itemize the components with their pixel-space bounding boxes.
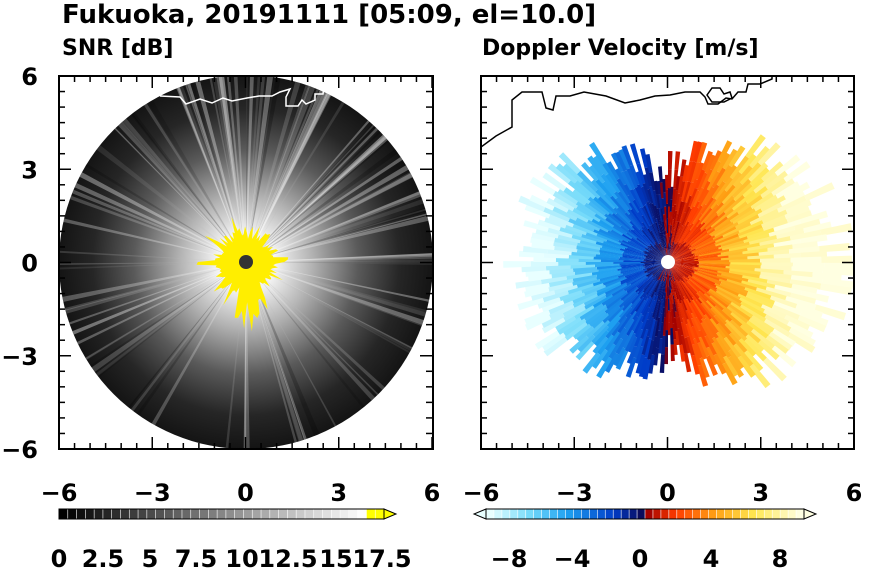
colorbar-tick-label: 5	[142, 545, 159, 570]
colorbar-tick-label: 2.5	[82, 545, 125, 570]
doppler-axis-ticks	[480, 75, 855, 450]
x-tick-label: −3	[134, 479, 171, 507]
snr-radar-center	[239, 255, 253, 269]
snr-high-echo-region	[196, 216, 289, 332]
snr-rays	[59, 76, 433, 449]
x-tick-label: −6	[41, 479, 78, 507]
colorbar-tick-label: −4	[554, 545, 591, 570]
snr-panel: −6 −3 0 3 6 6 3 0 −3 −6	[1, 63, 440, 507]
y-tick-label: 3	[21, 156, 38, 184]
doppler-axis-labels: −6 −3 0 3 6	[463, 479, 863, 507]
snr-colorbar: 0 2.5 5 7.5 10 12.5 15 17.5	[51, 508, 412, 570]
colorbar-tick-label: 7.5	[175, 545, 218, 570]
colorbar-tick-label: −8	[491, 545, 528, 570]
doppler-panel-title: Doppler Velocity [m/s]	[482, 36, 759, 61]
x-tick-label: 0	[237, 479, 254, 507]
colorbar-tick-label: 8	[772, 545, 789, 570]
x-tick-label: 6	[424, 479, 441, 507]
doppler-rays	[503, 134, 854, 389]
colorbar-tick-label: 15	[319, 545, 352, 570]
snr-axis-ticks	[58, 75, 433, 450]
y-tick-label: −3	[1, 343, 38, 371]
y-tick-label: −6	[1, 436, 38, 464]
x-tick-label: −3	[556, 479, 593, 507]
figure-title: Fukuoka, 20191111 [05:09, el=10.0]	[62, 0, 597, 30]
colorbar-tick-label: 12.5	[258, 545, 317, 570]
colorbar-tick-label: 0	[51, 545, 68, 570]
x-tick-label: 0	[659, 479, 676, 507]
colorbar-tick-label: 4	[703, 545, 720, 570]
x-tick-label: 3	[752, 479, 769, 507]
y-tick-label: 0	[21, 250, 38, 278]
doppler-island	[706, 87, 733, 103]
y-tick-label: 6	[21, 63, 38, 91]
snr-coastline	[159, 85, 334, 107]
colorbar-tick-label: 17.5	[352, 545, 411, 570]
snr-axis-labels: −6 −3 0 3 6 6 3 0 −3 −6	[1, 63, 440, 507]
x-tick-label: 6	[846, 479, 863, 507]
x-tick-label: −6	[463, 479, 500, 507]
doppler-colorbar: −8 −4 0 4 8	[472, 508, 818, 570]
doppler-radar-center	[661, 255, 675, 269]
colorbar-tick-label: 10	[225, 545, 258, 570]
doppler-panel: −6 −3 0 3 6	[463, 75, 863, 507]
x-tick-label: 3	[330, 479, 347, 507]
colorbar-tick-label: 0	[632, 545, 649, 570]
snr-panel-title: SNR [dB]	[62, 36, 174, 61]
doppler-coastline	[481, 76, 773, 148]
